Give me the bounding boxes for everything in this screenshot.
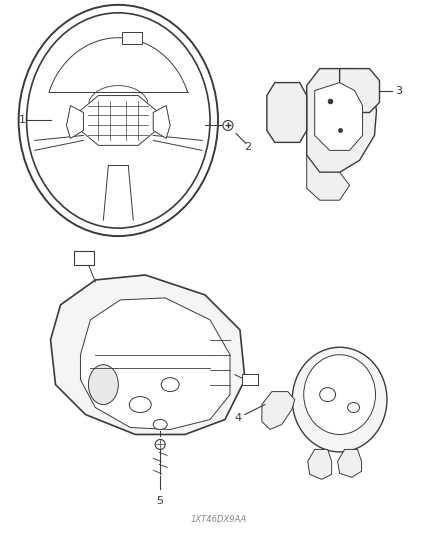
Polygon shape	[307, 155, 350, 200]
Ellipse shape	[223, 120, 233, 131]
Text: 1XT46DX9AA: 1XT46DX9AA	[191, 515, 247, 524]
Ellipse shape	[153, 419, 167, 430]
Polygon shape	[67, 106, 83, 139]
Ellipse shape	[292, 347, 387, 452]
Ellipse shape	[161, 378, 179, 392]
Polygon shape	[307, 69, 377, 172]
FancyBboxPatch shape	[74, 251, 95, 265]
Polygon shape	[262, 392, 295, 430]
Polygon shape	[81, 298, 230, 430]
Ellipse shape	[348, 402, 360, 413]
Text: 4: 4	[235, 413, 242, 423]
FancyBboxPatch shape	[122, 32, 142, 44]
Ellipse shape	[129, 397, 151, 413]
Text: 3: 3	[396, 86, 403, 95]
Polygon shape	[338, 449, 361, 478]
Ellipse shape	[304, 355, 375, 434]
Ellipse shape	[88, 365, 118, 405]
Text: 1: 1	[19, 116, 26, 125]
Ellipse shape	[27, 13, 210, 228]
Ellipse shape	[19, 5, 218, 236]
Polygon shape	[308, 449, 332, 479]
Text: 2: 2	[244, 142, 251, 152]
Ellipse shape	[155, 439, 165, 449]
Polygon shape	[153, 106, 170, 139]
Polygon shape	[339, 69, 379, 112]
Polygon shape	[50, 275, 245, 434]
Ellipse shape	[320, 387, 336, 401]
Text: 5: 5	[157, 496, 164, 506]
Polygon shape	[267, 83, 307, 142]
Polygon shape	[81, 95, 156, 146]
Ellipse shape	[28, 15, 208, 226]
FancyBboxPatch shape	[242, 374, 258, 385]
Polygon shape	[314, 83, 363, 150]
